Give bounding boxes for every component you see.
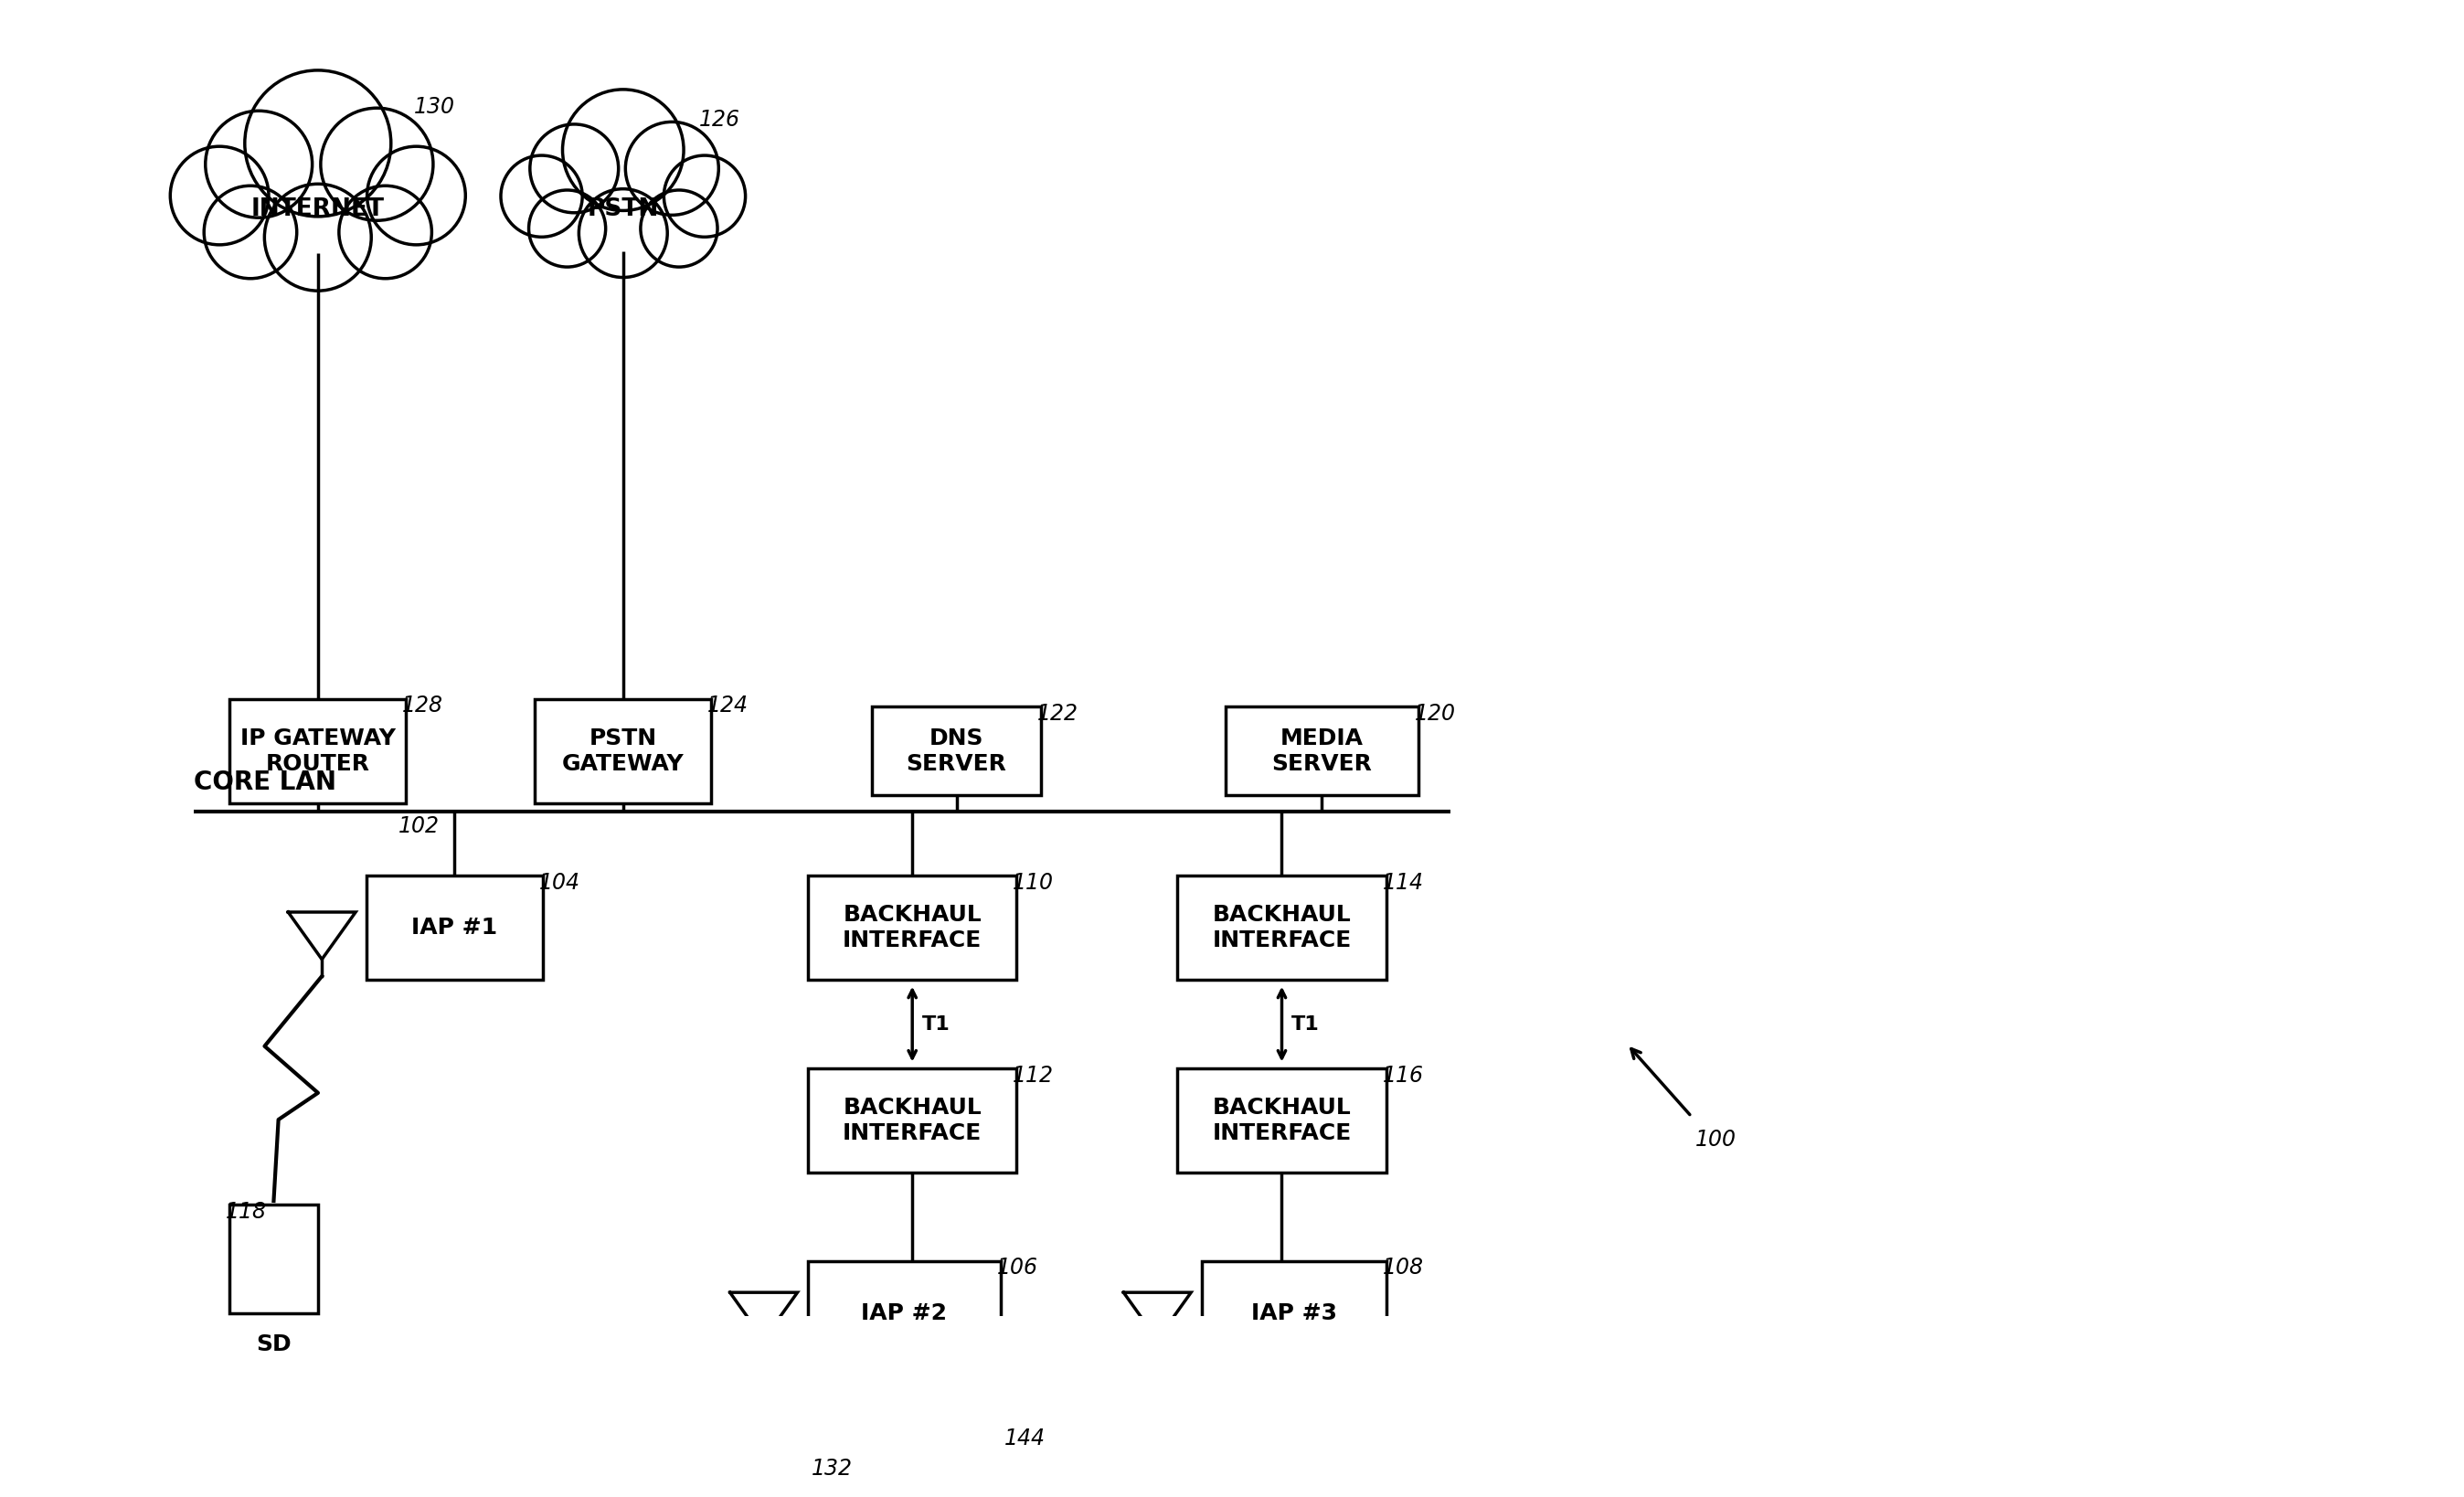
Bar <box>808 1463 1018 1497</box>
Circle shape <box>340 186 431 278</box>
Text: 110: 110 <box>1013 871 1055 894</box>
Text: BACKHAUL
INTERFACE: BACKHAUL INTERFACE <box>1212 1097 1350 1144</box>
Text: MEDIA
SERVER: MEDIA SERVER <box>1271 728 1372 775</box>
Bar <box>535 699 712 804</box>
Bar <box>367 876 542 981</box>
Text: 112: 112 <box>1013 1064 1055 1087</box>
Text: PSTN: PSTN <box>586 198 658 220</box>
Text: IP GATEWAY
ROUTER: IP GATEWAY ROUTER <box>239 728 397 775</box>
Bar <box>1178 876 1387 981</box>
Circle shape <box>264 184 372 290</box>
Text: BACKHAUL
INTERFACE: BACKHAUL INTERFACE <box>843 1097 981 1144</box>
Text: 108: 108 <box>1382 1257 1424 1278</box>
Circle shape <box>244 70 392 217</box>
Text: 132: 132 <box>811 1458 853 1481</box>
Text: 102: 102 <box>399 816 439 837</box>
Bar <box>1178 1069 1387 1172</box>
Circle shape <box>320 108 434 220</box>
Bar <box>229 699 407 804</box>
Bar <box>808 1069 1018 1172</box>
Text: 104: 104 <box>540 871 579 894</box>
Text: BACKHAUL
INTERFACE: BACKHAUL INTERFACE <box>1212 904 1350 952</box>
Text: CORE LAN: CORE LAN <box>192 769 335 795</box>
Bar <box>1225 707 1419 795</box>
Text: 100: 100 <box>1695 1129 1737 1151</box>
Text: 122: 122 <box>1037 704 1077 725</box>
Bar <box>808 1260 1000 1365</box>
Text: 128: 128 <box>402 695 444 717</box>
Text: IAP #3: IAP #3 <box>1252 1302 1338 1325</box>
Circle shape <box>562 90 683 211</box>
Text: 114: 114 <box>1382 871 1424 894</box>
Bar <box>808 876 1018 981</box>
Text: 120: 120 <box>1414 704 1456 725</box>
Ellipse shape <box>547 150 700 251</box>
Text: T1: T1 <box>922 1015 951 1033</box>
Circle shape <box>170 147 269 246</box>
Circle shape <box>579 189 668 277</box>
Bar <box>872 707 1040 795</box>
Text: BACKHAUL
INTERFACE: BACKHAUL INTERFACE <box>843 904 981 952</box>
Bar <box>229 1205 318 1313</box>
Circle shape <box>530 124 618 213</box>
Text: DNS
SERVER: DNS SERVER <box>907 728 1008 775</box>
Circle shape <box>500 156 582 237</box>
Bar <box>1202 1260 1387 1365</box>
Circle shape <box>205 186 296 278</box>
Text: IAP #1: IAP #1 <box>411 916 498 939</box>
Circle shape <box>663 156 747 237</box>
Ellipse shape <box>227 144 409 259</box>
Circle shape <box>641 190 717 266</box>
Circle shape <box>367 147 466 246</box>
Text: PSTN
GATEWAY: PSTN GATEWAY <box>562 728 685 775</box>
Circle shape <box>530 190 606 266</box>
Text: 144: 144 <box>1005 1427 1045 1449</box>
Text: SD: SD <box>256 1334 291 1355</box>
Text: T1: T1 <box>1291 1015 1321 1033</box>
Text: IAP #2: IAP #2 <box>862 1302 946 1325</box>
Text: 118: 118 <box>227 1201 266 1223</box>
Text: 124: 124 <box>707 695 749 717</box>
Text: 130: 130 <box>414 96 456 118</box>
Circle shape <box>626 121 719 216</box>
Text: INTERNET: INTERNET <box>251 198 384 220</box>
Text: 126: 126 <box>700 108 742 130</box>
Text: 106: 106 <box>995 1257 1037 1278</box>
Text: 116: 116 <box>1382 1064 1424 1087</box>
Circle shape <box>205 111 313 217</box>
